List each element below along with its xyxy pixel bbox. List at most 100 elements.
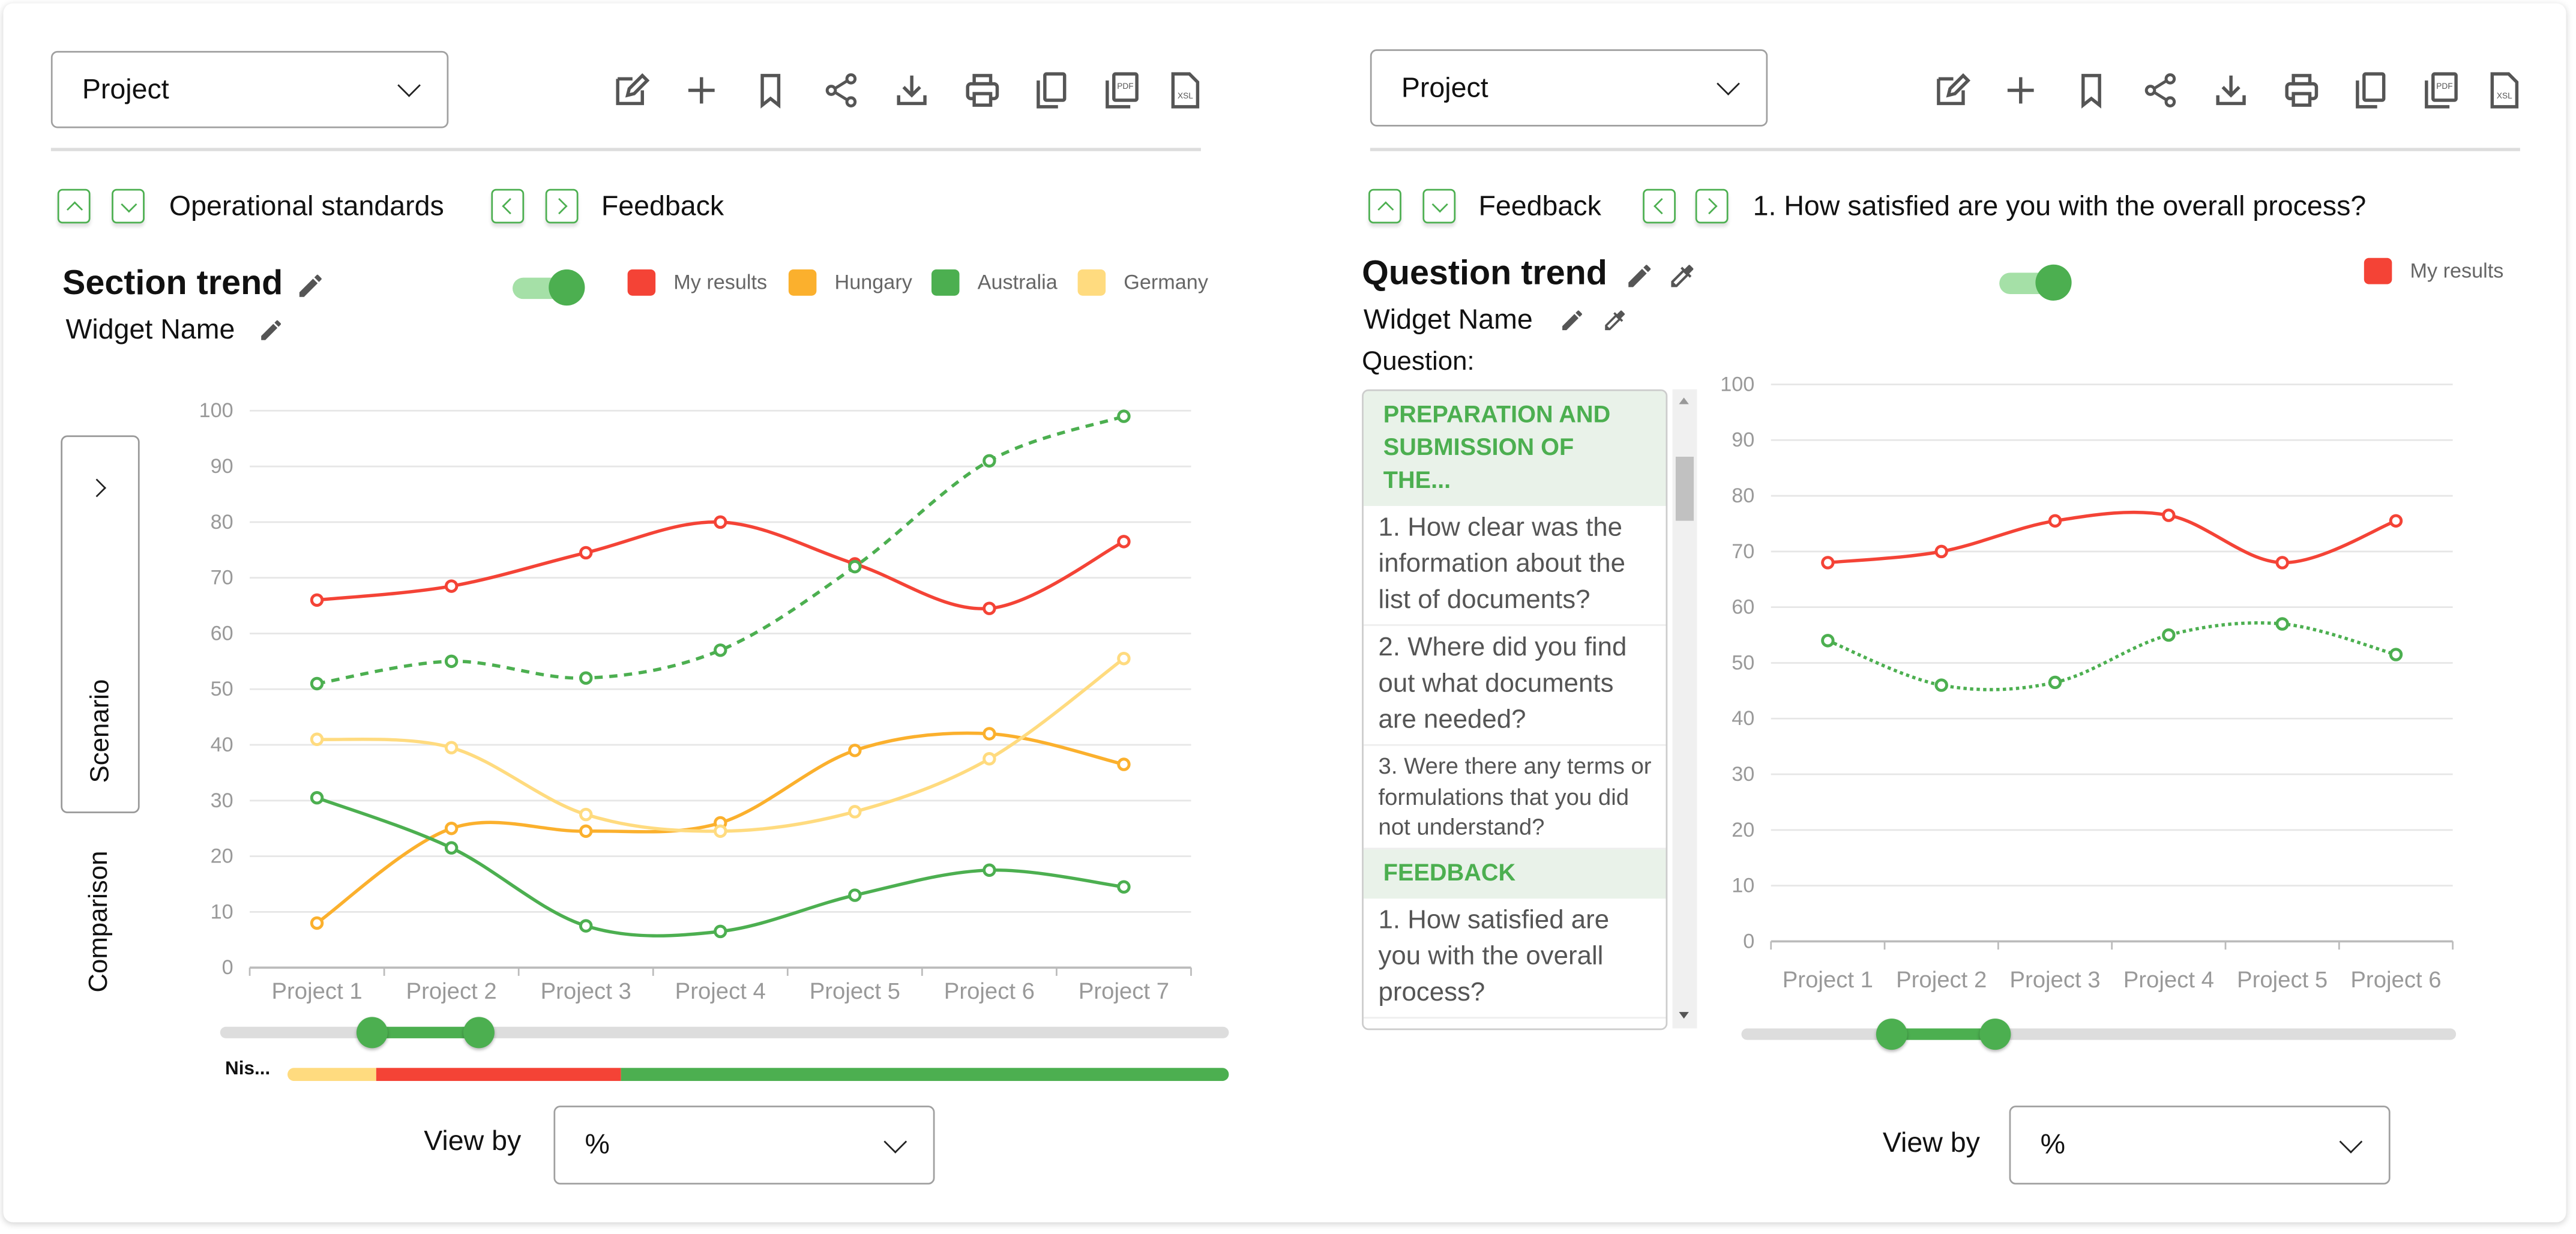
data-point[interactable] bbox=[2162, 628, 2176, 642]
legend-item-australia[interactable]: Australia bbox=[931, 269, 1058, 296]
data-point[interactable] bbox=[579, 546, 593, 560]
data-point[interactable] bbox=[579, 824, 593, 838]
edit-widget-name-pencil-icon[interactable] bbox=[1559, 307, 1586, 334]
bookmark-icon[interactable] bbox=[751, 69, 790, 112]
question-next-button[interactable] bbox=[1695, 188, 1729, 224]
edit-icon[interactable] bbox=[611, 69, 651, 112]
question-list-scrollbar[interactable] bbox=[1672, 389, 1697, 1029]
range-handle-end[interactable] bbox=[462, 1017, 494, 1049]
project-dropdown-right[interactable]: Project bbox=[1370, 49, 1768, 127]
data-point[interactable] bbox=[1117, 757, 1131, 771]
question-prev-button[interactable] bbox=[1643, 188, 1676, 224]
scroll-up-icon[interactable] bbox=[1679, 397, 1689, 405]
data-point[interactable] bbox=[579, 919, 593, 933]
download-icon[interactable] bbox=[2211, 69, 2251, 112]
data-point[interactable] bbox=[579, 671, 593, 685]
eyedropper-icon[interactable] bbox=[1667, 261, 1697, 290]
xsl-icon[interactable]: XSL bbox=[1165, 69, 1205, 112]
data-point[interactable] bbox=[444, 822, 459, 835]
data-point[interactable] bbox=[2275, 617, 2289, 631]
edit-title-pencil-icon[interactable] bbox=[1625, 261, 1654, 290]
data-point[interactable] bbox=[444, 841, 459, 855]
data-point[interactable] bbox=[2389, 514, 2403, 528]
data-point[interactable] bbox=[983, 752, 996, 766]
data-point[interactable] bbox=[2162, 508, 2176, 522]
question-section-header[interactable]: PREPARATION AND SUBMISSION OF THE... bbox=[1363, 391, 1666, 507]
view-by-dropdown[interactable]: % bbox=[2009, 1106, 2391, 1185]
data-point[interactable] bbox=[983, 863, 996, 877]
question-item[interactable]: 2. Where did you find out what documents… bbox=[1363, 626, 1666, 746]
data-point[interactable] bbox=[983, 727, 996, 741]
share-icon[interactable] bbox=[2141, 69, 2180, 112]
view-by-dropdown[interactable]: % bbox=[553, 1106, 935, 1185]
download-icon[interactable] bbox=[892, 69, 931, 112]
edit-title-pencil-icon[interactable] bbox=[296, 271, 325, 301]
plus-icon[interactable] bbox=[682, 69, 721, 112]
question-item[interactable]: 1. How clear was the information about t… bbox=[1363, 506, 1666, 626]
data-point[interactable] bbox=[1117, 651, 1131, 666]
project-range-slider[interactable] bbox=[220, 1017, 1229, 1049]
question-list[interactable]: PREPARATION AND SUBMISSION OF THE... 1. H… bbox=[1362, 389, 1668, 1031]
data-point[interactable] bbox=[579, 807, 593, 822]
data-point[interactable] bbox=[310, 732, 324, 746]
data-point[interactable] bbox=[983, 601, 996, 615]
legend-item-my-results[interactable]: My results bbox=[627, 269, 767, 296]
copy-icon[interactable] bbox=[2351, 69, 2391, 112]
data-point[interactable] bbox=[1821, 556, 1835, 570]
question-item[interactable]: 3. Were there any terms or formulations … bbox=[1363, 746, 1666, 849]
scenario-toggle[interactable] bbox=[1999, 264, 2072, 301]
print-icon[interactable] bbox=[963, 69, 1002, 112]
data-point[interactable] bbox=[714, 643, 727, 657]
legend-item-hungary[interactable]: Hungary bbox=[788, 269, 912, 296]
edit-icon[interactable] bbox=[1932, 69, 1972, 112]
data-point[interactable] bbox=[983, 454, 996, 468]
pdf-icon[interactable]: PDF bbox=[1103, 69, 1142, 112]
range-handle-start[interactable] bbox=[357, 1017, 388, 1049]
data-point[interactable] bbox=[2048, 514, 2062, 528]
eyedropper-icon[interactable] bbox=[1602, 307, 1628, 334]
question-prev-button[interactable] bbox=[491, 188, 525, 224]
data-point[interactable] bbox=[1117, 409, 1131, 423]
scrollbar-thumb[interactable] bbox=[1675, 456, 1694, 521]
plus-icon[interactable] bbox=[2001, 69, 2041, 112]
range-handle-start[interactable] bbox=[1876, 1019, 1908, 1050]
data-point[interactable] bbox=[848, 888, 862, 902]
xsl-icon[interactable]: XSL bbox=[2484, 69, 2524, 112]
legend-item-my-results[interactable]: My results bbox=[2364, 257, 2503, 284]
data-point[interactable] bbox=[848, 559, 862, 574]
legend-item-germany[interactable]: Germany bbox=[1077, 269, 1208, 296]
data-point[interactable] bbox=[310, 593, 324, 607]
range-handle-end[interactable] bbox=[1980, 1019, 2012, 1050]
copy-icon[interactable] bbox=[1032, 69, 1071, 112]
data-point[interactable] bbox=[714, 924, 727, 939]
section-prev-button[interactable] bbox=[1368, 188, 1401, 224]
section-next-button[interactable] bbox=[112, 188, 145, 224]
data-point[interactable] bbox=[2275, 556, 2289, 570]
scenario-tab[interactable]: Scenario bbox=[61, 435, 140, 813]
section-prev-button[interactable] bbox=[57, 188, 91, 224]
data-point[interactable] bbox=[1821, 634, 1835, 648]
data-point[interactable] bbox=[444, 741, 459, 754]
scenario-toggle[interactable] bbox=[513, 269, 585, 306]
pdf-icon[interactable]: PDF bbox=[2422, 69, 2461, 112]
bookmark-icon[interactable] bbox=[2072, 69, 2111, 112]
data-point[interactable] bbox=[444, 654, 459, 669]
data-point[interactable] bbox=[1934, 678, 1948, 692]
data-point[interactable] bbox=[1117, 880, 1131, 894]
project-dropdown-left[interactable]: Project bbox=[50, 50, 449, 128]
data-point[interactable] bbox=[848, 744, 862, 757]
data-point[interactable] bbox=[444, 579, 459, 593]
section-next-button[interactable] bbox=[1422, 188, 1456, 224]
question-next-button[interactable] bbox=[545, 188, 579, 224]
data-point[interactable] bbox=[848, 805, 862, 819]
data-point[interactable] bbox=[1934, 544, 1948, 559]
data-point[interactable] bbox=[2389, 648, 2403, 661]
data-point[interactable] bbox=[310, 676, 324, 691]
data-point[interactable] bbox=[714, 824, 727, 838]
project-range-slider[interactable] bbox=[1741, 1019, 2457, 1050]
question-section-header[interactable]: FEEDBACK bbox=[1363, 848, 1666, 898]
data-point[interactable] bbox=[1117, 535, 1131, 549]
question-item[interactable]: 1. How satisfied are you with the overal… bbox=[1363, 898, 1666, 1018]
print-icon[interactable] bbox=[2282, 69, 2322, 112]
data-point[interactable] bbox=[714, 515, 727, 529]
